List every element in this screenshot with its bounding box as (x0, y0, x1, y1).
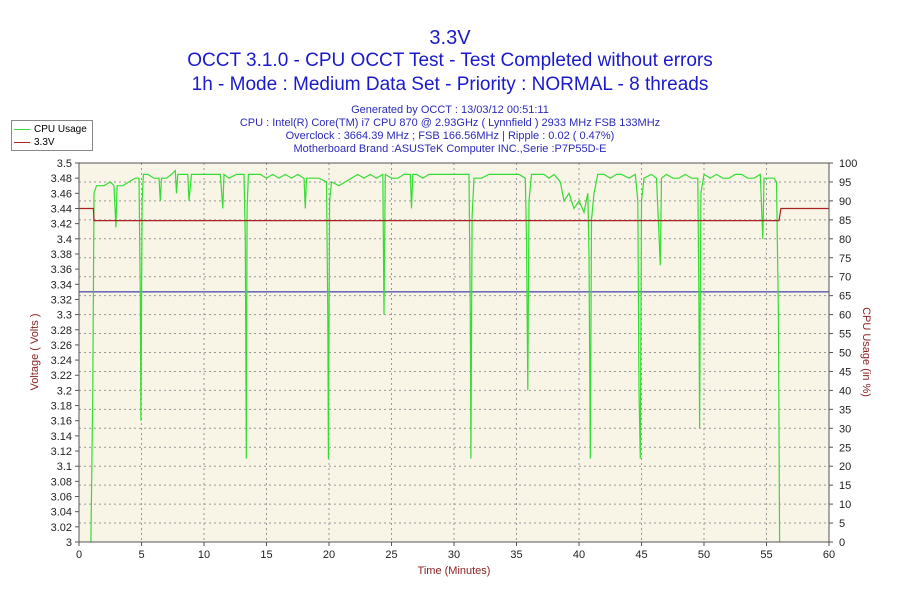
x-tick-label: 55 (760, 549, 772, 561)
x-tick-label: 5 (138, 549, 144, 561)
y2-tick-label: 50 (839, 348, 851, 360)
x-tick-label: 50 (698, 549, 710, 561)
info-cpu: CPU : Intel(R) Core(TM) i7 CPU 870 @ 2.9… (239, 117, 661, 129)
y-tick-label: 3.18 (51, 401, 72, 413)
y2-tick-label: 60 (839, 310, 851, 322)
chart-subtitle-mode: 1h - Mode : Medium Data Set - Priority :… (191, 74, 709, 95)
y2-tick-label: 45 (839, 366, 851, 378)
y2-tick-label: 20 (839, 461, 851, 473)
y-tick-label: 3.14 (51, 431, 72, 443)
y-tick-label: 3.3 (57, 310, 72, 322)
x-tick-label: 0 (76, 549, 82, 561)
series-line-3v3 (79, 207, 829, 222)
y-tick-label: 3.06 (51, 492, 72, 504)
y-tick-label: 3.34 (51, 279, 72, 291)
y-tick-label: 3.12 (51, 446, 72, 458)
y-tick-label: 3.08 (51, 476, 72, 488)
x-tick-label: 15 (260, 549, 272, 561)
x-tick-label: 10 (198, 549, 210, 561)
y-tick-label: 3.42 (51, 219, 72, 231)
chart-subtitle-test: OCCT 3.1.0 - CPU OCCT Test - Test Comple… (187, 50, 713, 71)
y-tick-label: 3.48 (51, 173, 72, 185)
y-tick-label: 3.26 (51, 340, 72, 352)
legend-label-cpu-usage: CPU Usage (34, 124, 87, 135)
x-tick-label: 60 (823, 549, 835, 561)
y-tick-label: 3.38 (51, 249, 72, 261)
y2-tick-label: 90 (839, 196, 851, 208)
y2-tick-label: 80 (839, 234, 851, 246)
y2-tick-label: 70 (839, 272, 851, 284)
y-axis-label: Voltage ( Volts ) (29, 313, 41, 390)
legend-swatch-cpu-usage (14, 128, 30, 130)
y2-tick-label: 10 (839, 499, 851, 511)
x-axis-label: Time (Minutes) (418, 565, 491, 577)
y-tick-label: 3.24 (51, 355, 72, 367)
y-tick-label: 3.02 (51, 522, 72, 534)
y-tick-label: 3 (66, 537, 72, 549)
y-tick-label: 3.2 (57, 385, 72, 397)
y2-tick-label: 95 (839, 177, 851, 189)
info-motherboard: Motherboard Brand :ASUSTeK Computer INC.… (293, 143, 607, 155)
y2-tick-label: 65 (839, 291, 851, 303)
y-tick-label: 3.5 (57, 158, 72, 170)
y2-tick-label: 5 (839, 518, 845, 530)
y2-tick-label: 0 (839, 537, 845, 549)
legend-entry-cpu-usage: CPU Usage (14, 123, 87, 136)
y2-tick-label: 55 (839, 329, 851, 341)
y2-tick-label: 75 (839, 253, 851, 265)
series-line-cpu-usage (90, 169, 781, 543)
legend-label-3v3: 3.3V (34, 137, 55, 148)
y-tick-label: 3.16 (51, 416, 72, 428)
chart-title: 3.3V (429, 27, 471, 49)
y2-tick-label: 35 (839, 404, 851, 416)
y-tick-label: 3.04 (51, 507, 72, 519)
info-generated: Generated by OCCT : 13/03/12 00:51:11 (351, 104, 549, 116)
y2-tick-label: 40 (839, 385, 851, 397)
y-tick-label: 3.46 (51, 188, 72, 200)
legend-swatch-3v3 (14, 141, 30, 143)
legend-entry-3v3: 3.3V (14, 136, 55, 149)
y2-tick-label: 30 (839, 423, 851, 435)
y2-axis-label: CPU Usage (in %) (860, 307, 872, 397)
y-tick-label: 3.36 (51, 264, 72, 276)
chart-legend: CPU Usage 3.3V (11, 120, 93, 151)
y-tick-label: 3.1 (57, 461, 72, 473)
x-tick-label: 45 (635, 549, 647, 561)
x-tick-label: 30 (448, 549, 460, 561)
y-tick-label: 3.4 (57, 234, 72, 246)
x-tick-label: 35 (510, 549, 522, 561)
info-overclock: Overclock : 3664.39 MHz ; FSB 166.56MHz … (285, 130, 615, 142)
y2-tick-label: 85 (839, 215, 851, 227)
y-tick-label: 3.28 (51, 325, 72, 337)
y2-tick-label: 25 (839, 442, 851, 454)
y-tick-label: 3.32 (51, 294, 72, 306)
y2-tick-label: 100 (839, 158, 857, 170)
x-tick-label: 25 (385, 549, 397, 561)
y2-tick-label: 15 (839, 480, 851, 492)
y-tick-label: 3.44 (51, 203, 72, 215)
y-tick-label: 3.22 (51, 370, 72, 382)
x-tick-label: 20 (323, 549, 335, 561)
x-tick-label: 40 (573, 549, 585, 561)
